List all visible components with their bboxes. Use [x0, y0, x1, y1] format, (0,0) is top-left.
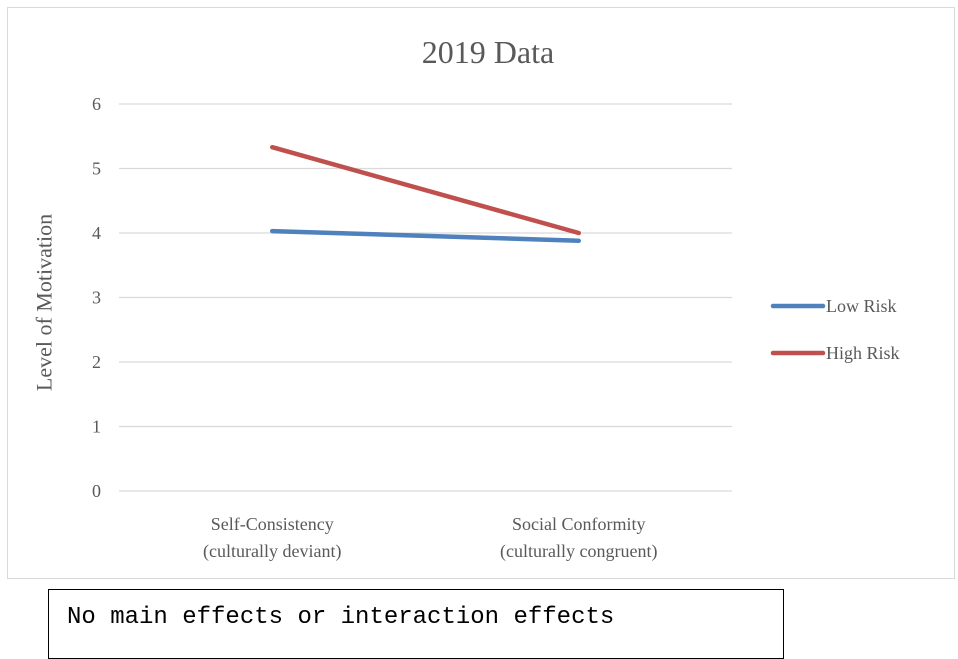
x-category-label: Self-Consistency [211, 514, 334, 534]
x-category-label: Social Conformity [512, 514, 646, 534]
series-line-high-risk [272, 147, 579, 233]
y-tick-label: 3 [92, 288, 101, 308]
y-tick-label: 2 [92, 352, 101, 372]
y-tick-label: 5 [92, 159, 101, 179]
x-axis-categories: Self-Consistency (culturally deviant) Soci… [203, 514, 657, 562]
y-axis-ticks: 0 1 2 3 4 5 6 [92, 94, 101, 501]
y-axis-title: Level of Motivation [32, 214, 57, 391]
legend-label: Low Risk [826, 296, 897, 316]
y-tick-label: 0 [92, 481, 101, 501]
y-tick-label: 4 [92, 223, 101, 243]
gridlines [119, 104, 732, 491]
x-category-label: (culturally congruent) [500, 541, 657, 562]
series-lines [272, 147, 579, 241]
line-chart: 2019 Data 0 1 2 3 4 5 6 Self-Consistency (cultu… [8, 8, 956, 580]
note-text-box: No main effects or interaction effects [48, 589, 784, 659]
y-tick-label: 6 [92, 94, 101, 114]
x-category-label: (culturally deviant) [203, 541, 341, 562]
note-text: No main effects or interaction effects [67, 604, 614, 631]
y-tick-label: 1 [92, 417, 101, 437]
chart-title: 2019 Data [422, 34, 554, 70]
legend: Low Risk High Risk [773, 296, 900, 363]
chart-area: 2019 Data 0 1 2 3 4 5 6 Self-Consistency (cultu… [7, 7, 955, 579]
legend-label: High Risk [826, 343, 900, 363]
